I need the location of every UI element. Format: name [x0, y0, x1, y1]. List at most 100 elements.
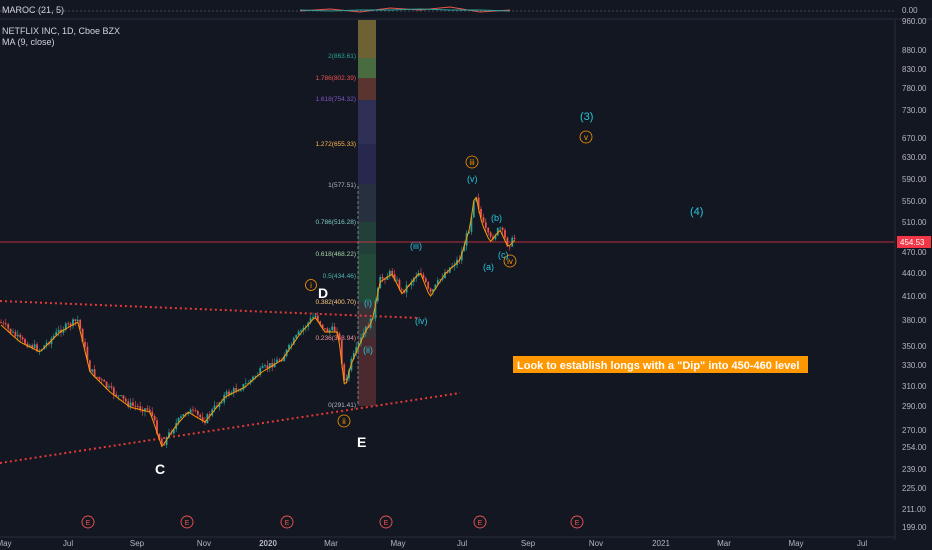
candle-body — [494, 235, 497, 240]
candle-body — [14, 331, 17, 337]
candle-body — [480, 208, 482, 218]
earnings-marker-icon[interactable] — [81, 515, 95, 529]
wave-sub-ii-label: (ii) — [363, 345, 373, 355]
price-tick-label: 310.00 — [902, 382, 927, 391]
price-tick-label: 199.00 — [902, 523, 927, 532]
candle-body — [468, 231, 470, 234]
candle-body — [168, 432, 170, 438]
time-tick-label: Sep — [521, 539, 536, 548]
candle-body — [220, 402, 223, 404]
candle-body — [357, 343, 360, 348]
wave-sub-iv-label: (iv) — [415, 316, 428, 326]
candle-body — [232, 388, 235, 393]
candle-body — [100, 379, 103, 381]
wave-C-label: C — [155, 461, 165, 477]
price-tick-label: 550.00 — [902, 197, 927, 206]
candle-body — [81, 328, 84, 342]
wave-i-circle — [305, 279, 317, 291]
candle-body — [326, 328, 329, 332]
candle-body — [12, 331, 14, 333]
time-axis[interactable]: May Jul Sep Nov 2020 Mar May Jul Sep Nov 2021 Mar Ma… — [0, 536, 895, 548]
candle-body — [4, 323, 7, 325]
symbol-label[interactable]: NETFLIX INC, 1D, Cboe BZX — [2, 26, 121, 36]
candle-body — [93, 369, 96, 377]
candle-body — [391, 270, 394, 275]
candle-body — [444, 272, 446, 279]
candle-body — [228, 391, 230, 395]
fib-zones — [357, 20, 376, 406]
candle-body — [199, 414, 202, 418]
candle-body — [74, 319, 77, 322]
candle-body — [2, 322, 5, 324]
candle-body — [55, 331, 58, 336]
earnings-marker-label: E — [575, 520, 580, 527]
candle-body — [57, 329, 60, 332]
candle-body — [388, 270, 391, 277]
candle-body — [156, 420, 158, 434]
candle-body — [264, 365, 266, 367]
candle-body — [235, 388, 238, 392]
candle-body — [338, 333, 341, 340]
lower-trendline[interactable] — [0, 392, 461, 464]
wave-big-3-label: (3) — [580, 111, 593, 123]
time-tick-label: May — [0, 539, 12, 548]
fib-label-0236: 0.236(358.94) — [316, 335, 356, 342]
upper-trendline[interactable] — [0, 300, 421, 319]
candle-body — [28, 345, 31, 348]
candle-body — [482, 217, 485, 223]
price-axis[interactable]: 960.00 880.00 830.00 780.00 730.00 670.00 630.… — [894, 17, 932, 540]
earnings-marker-icon[interactable] — [570, 515, 584, 529]
wave-iv-circle — [503, 254, 517, 268]
time-tick-label: Nov — [589, 539, 603, 548]
candle-body — [472, 201, 475, 218]
earnings-marker-icon[interactable] — [379, 515, 393, 529]
candle-body — [319, 321, 322, 325]
candle-body — [470, 217, 473, 232]
candle-body — [261, 366, 264, 369]
earnings-marker-icon[interactable] — [280, 515, 294, 529]
price-tick-label: 350.00 — [902, 342, 927, 351]
fib-label-1786: 1.786(802.39) — [316, 75, 356, 82]
candle-body — [244, 383, 247, 385]
candle-body — [273, 362, 276, 368]
candle-body — [153, 416, 156, 421]
candle-body — [7, 324, 10, 329]
ma-label[interactable]: MA (9, close) — [2, 37, 55, 47]
candle-body — [201, 417, 204, 422]
candle-body — [352, 353, 355, 359]
candle-body — [259, 368, 262, 375]
candle-body — [374, 301, 377, 319]
price-tick-label: 590.00 — [902, 175, 927, 184]
time-tick-label: Mar — [717, 539, 731, 548]
candle-body — [146, 408, 149, 410]
candle-body — [343, 364, 346, 381]
candle-body — [434, 284, 437, 290]
candle-body — [50, 338, 53, 345]
earnings-marker-icon[interactable] — [180, 515, 194, 529]
candle-body — [312, 316, 314, 319]
candle-body — [280, 360, 283, 362]
oscillator-zero-label: 0.00 — [902, 6, 918, 15]
earnings-marker-label: E — [185, 520, 190, 527]
annotation-box[interactable]: Look to establish longs with a "Dip" int… — [513, 356, 808, 373]
candle-body — [436, 280, 439, 285]
earnings-marker-label: E — [478, 520, 483, 527]
candle-body — [290, 344, 293, 346]
candle-body — [79, 319, 82, 329]
wave-iii-label: iii — [469, 158, 475, 167]
earnings-marker-icon[interactable] — [473, 515, 487, 529]
candle-body — [417, 273, 420, 277]
candle-body — [122, 395, 125, 399]
candle-body — [151, 411, 154, 417]
candle-body — [278, 359, 281, 361]
candle-body — [33, 344, 36, 349]
price-tick-label: 380.00 — [902, 316, 927, 325]
candle-body — [463, 245, 466, 252]
candle-body — [276, 359, 278, 363]
candle-body — [189, 409, 192, 413]
candle-body — [393, 274, 396, 281]
price-tick-label: 330.00 — [902, 361, 927, 370]
candle-body — [163, 444, 166, 446]
